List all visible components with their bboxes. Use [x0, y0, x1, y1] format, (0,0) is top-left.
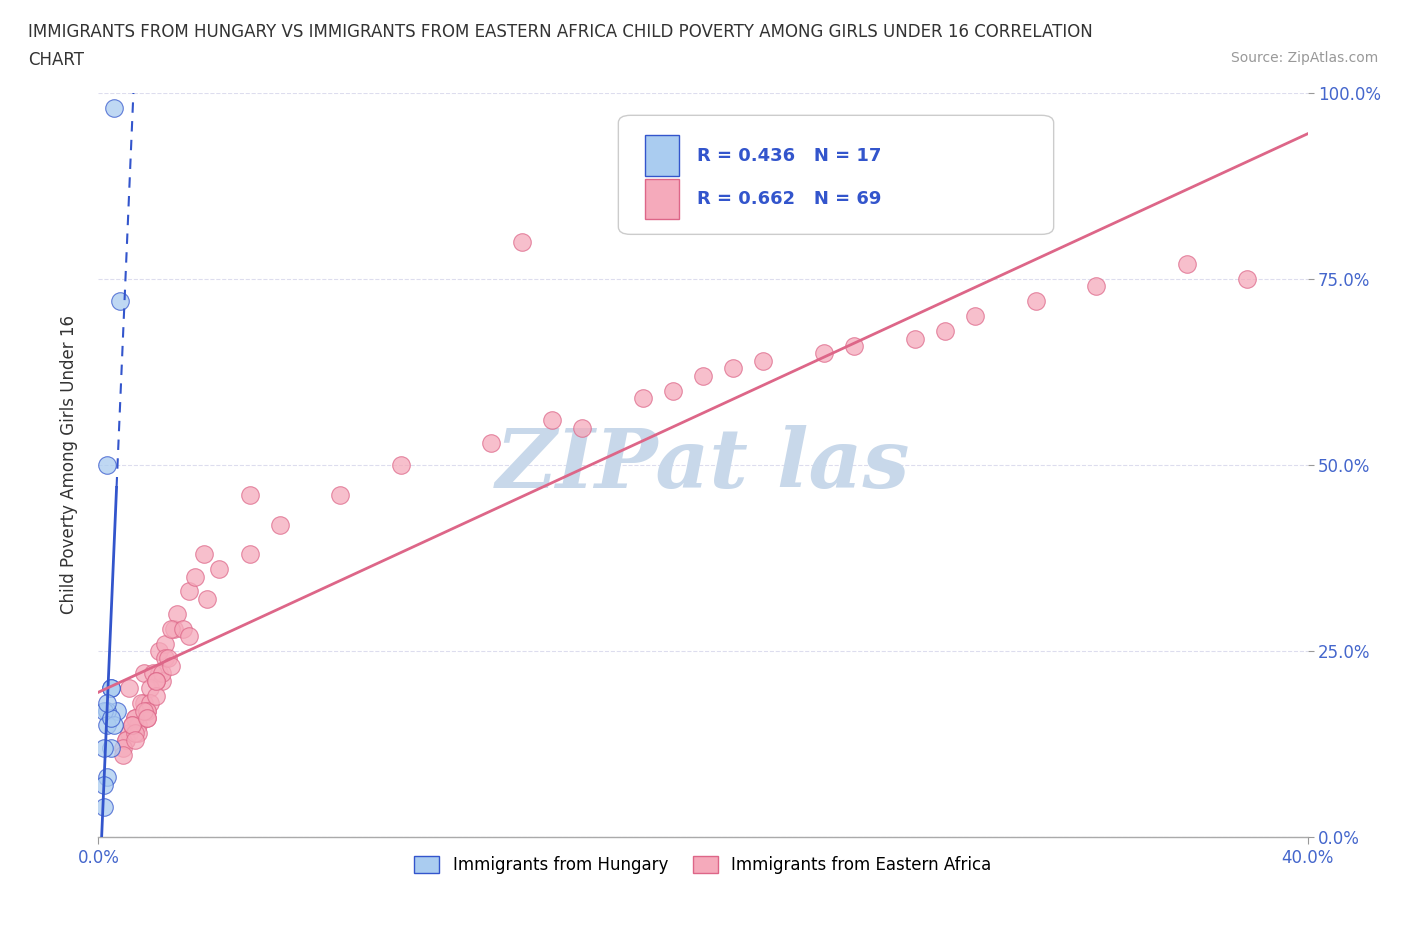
- Point: [103, 100, 125, 115]
- Point: [904, 331, 927, 346]
- Text: IMMIGRANTS FROM HUNGARY VS IMMIGRANTS FROM EASTERN AFRICA CHILD POVERTY AMONG GI: IMMIGRANTS FROM HUNGARY VS IMMIGRANTS FR…: [28, 23, 1092, 41]
- FancyBboxPatch shape: [645, 179, 679, 219]
- Point: [160, 658, 183, 673]
- Point: [163, 621, 186, 636]
- Text: R = 0.436   N = 17: R = 0.436 N = 17: [697, 147, 882, 165]
- Point: [124, 733, 146, 748]
- Point: [156, 651, 179, 666]
- Point: [239, 487, 262, 502]
- Point: [540, 413, 562, 428]
- Point: [127, 725, 149, 740]
- Point: [145, 688, 167, 703]
- Text: R = 0.662   N = 69: R = 0.662 N = 69: [697, 190, 882, 208]
- Point: [124, 711, 146, 725]
- Point: [135, 711, 157, 725]
- FancyBboxPatch shape: [619, 115, 1053, 234]
- Point: [153, 651, 176, 666]
- Point: [329, 487, 352, 502]
- Legend: Immigrants from Hungary, Immigrants from Eastern Africa: Immigrants from Hungary, Immigrants from…: [408, 849, 998, 881]
- Point: [510, 234, 533, 249]
- Point: [934, 324, 956, 339]
- Point: [195, 591, 218, 606]
- Point: [631, 391, 654, 405]
- Point: [93, 777, 115, 792]
- Point: [96, 718, 118, 733]
- Point: [93, 703, 115, 718]
- Point: [145, 673, 167, 688]
- FancyBboxPatch shape: [645, 136, 679, 177]
- Point: [93, 800, 115, 815]
- Point: [139, 696, 162, 711]
- Point: [179, 629, 201, 644]
- Point: [844, 339, 866, 353]
- Point: [114, 733, 136, 748]
- Point: [160, 621, 183, 636]
- Point: [121, 718, 143, 733]
- Point: [1024, 294, 1046, 309]
- Point: [100, 711, 122, 725]
- Point: [111, 740, 134, 755]
- Point: [114, 733, 136, 748]
- Point: [124, 711, 146, 725]
- Point: [142, 666, 165, 681]
- Point: [132, 696, 155, 711]
- Point: [108, 294, 131, 309]
- Point: [124, 725, 146, 740]
- Point: [121, 718, 143, 733]
- Point: [118, 681, 141, 696]
- Point: [481, 435, 503, 450]
- Point: [96, 770, 118, 785]
- Point: [389, 458, 412, 472]
- Point: [1236, 272, 1258, 286]
- Point: [150, 673, 173, 688]
- Point: [111, 748, 134, 763]
- Point: [148, 644, 170, 658]
- Point: [1175, 257, 1198, 272]
- Text: CHART: CHART: [28, 51, 84, 69]
- Point: [105, 703, 128, 718]
- Point: [100, 740, 122, 755]
- Point: [139, 681, 162, 696]
- Point: [153, 636, 176, 651]
- Point: [100, 681, 122, 696]
- Point: [150, 666, 173, 681]
- Point: [172, 621, 194, 636]
- Point: [692, 368, 714, 383]
- Point: [132, 703, 155, 718]
- Point: [93, 740, 115, 755]
- Point: [752, 353, 775, 368]
- Point: [269, 517, 291, 532]
- Point: [166, 606, 188, 621]
- Point: [179, 584, 201, 599]
- Point: [100, 681, 122, 696]
- Text: ZIPat las: ZIPat las: [496, 425, 910, 505]
- Point: [571, 420, 593, 435]
- Point: [193, 547, 215, 562]
- Y-axis label: Child Poverty Among Girls Under 16: Child Poverty Among Girls Under 16: [59, 315, 77, 615]
- Point: [129, 696, 152, 711]
- Point: [813, 346, 835, 361]
- Point: [661, 383, 683, 398]
- Point: [96, 696, 118, 711]
- Point: [96, 458, 118, 472]
- Point: [184, 569, 207, 584]
- Point: [965, 309, 987, 324]
- Point: [103, 718, 125, 733]
- Point: [145, 673, 167, 688]
- Point: [148, 666, 170, 681]
- Point: [132, 666, 155, 681]
- Point: [208, 562, 231, 577]
- Point: [723, 361, 745, 376]
- Point: [118, 725, 141, 740]
- Point: [96, 703, 118, 718]
- Point: [127, 718, 149, 733]
- Point: [135, 703, 157, 718]
- Point: [1085, 279, 1108, 294]
- Point: [135, 703, 157, 718]
- Point: [239, 547, 262, 562]
- Text: Source: ZipAtlas.com: Source: ZipAtlas.com: [1230, 51, 1378, 65]
- Point: [135, 711, 157, 725]
